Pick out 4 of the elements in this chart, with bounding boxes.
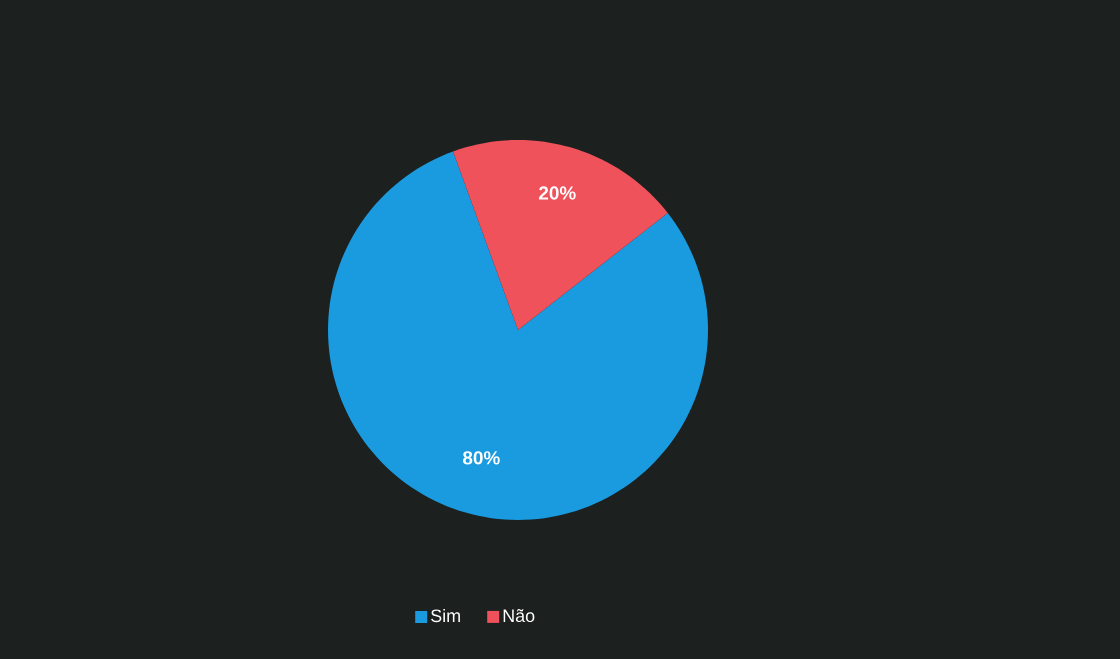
legend-label: Não (503, 609, 535, 623)
data-label: 80% (463, 451, 500, 465)
data-label: 20% (539, 186, 576, 200)
legend-label: Sim (431, 608, 460, 623)
